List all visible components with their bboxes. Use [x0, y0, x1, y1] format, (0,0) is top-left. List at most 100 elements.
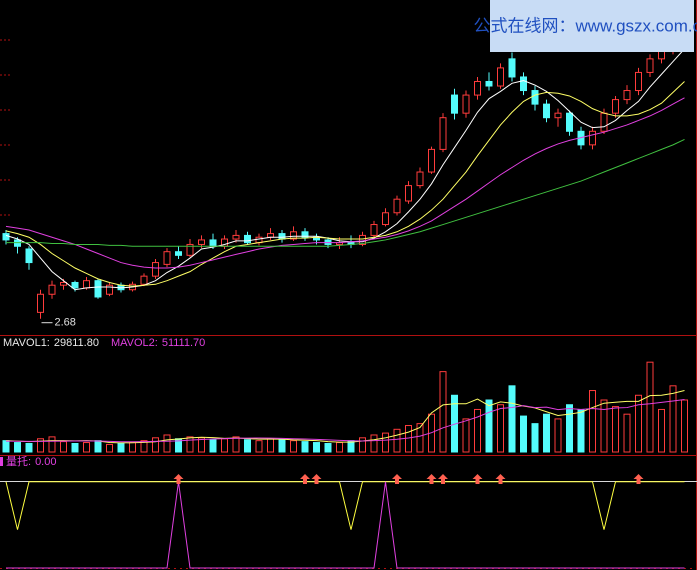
line	[5, 97, 685, 269]
volume-bar	[554, 418, 562, 453]
volume-bar	[359, 437, 366, 453]
signal-arrow	[633, 474, 644, 484]
volume-bar	[255, 440, 263, 453]
candle-body	[48, 284, 56, 295]
candle-body	[209, 239, 217, 247]
line	[5, 81, 685, 287]
candle-body	[497, 67, 504, 87]
volume-bar	[669, 385, 677, 453]
candle-body	[405, 185, 412, 202]
candle-body	[531, 90, 539, 105]
indicator-title: 量托:	[6, 454, 31, 468]
volume-bar	[577, 408, 585, 453]
volume-bar	[508, 385, 516, 453]
legend-value: 29811.80	[54, 337, 99, 349]
candle-body	[439, 117, 447, 150]
candle-body	[646, 58, 654, 73]
volume-bar	[209, 439, 217, 453]
volume-bar	[416, 423, 424, 453]
volume-bar	[393, 428, 401, 453]
candle-body	[2, 233, 10, 241]
volume-bar	[370, 434, 378, 453]
candle-body	[589, 130, 596, 146]
signal-arrow	[300, 474, 310, 484]
volume-bar	[152, 437, 159, 453]
volume-bar	[543, 413, 550, 453]
candle-body	[232, 234, 240, 240]
signal-arrow	[392, 474, 402, 484]
volume-bar	[94, 440, 102, 453]
candle-body	[428, 148, 435, 173]
volume-bar	[2, 440, 10, 453]
candle-body	[37, 293, 44, 313]
candle-body	[543, 103, 550, 119]
volume-bar	[462, 418, 470, 453]
candle-body	[566, 112, 573, 132]
candle-body	[140, 275, 148, 285]
candle-body	[25, 248, 33, 264]
volume-bar	[497, 404, 504, 453]
line	[5, 48, 685, 291]
volume-bar	[60, 441, 67, 453]
volume-bar	[14, 442, 21, 453]
legend-name: MAVOL2:	[111, 337, 158, 349]
volume-bar	[163, 434, 171, 453]
candle-body	[393, 198, 401, 214]
volume-bar	[612, 406, 619, 453]
volume-bar	[221, 438, 228, 453]
candle-body	[83, 280, 90, 289]
line	[5, 399, 685, 443]
signal-arrow	[311, 474, 322, 484]
volume-bar	[186, 436, 194, 453]
volume-bar	[198, 437, 205, 453]
low-label: 2.68	[55, 317, 76, 329]
candle-body	[198, 239, 205, 245]
volume-bar	[681, 399, 688, 453]
volume-bar	[267, 438, 274, 453]
candle-body	[301, 231, 309, 238]
line	[6, 138, 685, 247]
volume-bar	[48, 436, 56, 453]
volume-bar	[232, 436, 240, 453]
candle-body	[485, 80, 493, 87]
volume-bar	[520, 415, 527, 453]
candle-body	[278, 233, 286, 240]
volume-bar	[117, 442, 125, 453]
volume-bar	[382, 432, 389, 453]
signal-arrow	[426, 474, 437, 484]
volume-bar	[566, 404, 573, 453]
candle-body	[163, 251, 171, 265]
candle-body	[635, 71, 642, 92]
candle-body	[554, 112, 562, 119]
watermark-box	[490, 0, 694, 52]
candle-body	[612, 99, 619, 114]
volume-bar	[301, 441, 309, 453]
candle-body	[508, 58, 516, 78]
signal-arrow	[472, 474, 483, 484]
candle-body	[186, 243, 194, 256]
candle-body	[244, 234, 251, 244]
volume-bar	[474, 408, 481, 453]
candle-body	[382, 212, 389, 226]
line	[5, 481, 685, 530]
watermark: 公式在线网：www.gszx.com.cn	[473, 16, 697, 35]
volume-bar	[313, 442, 320, 453]
candle-body	[370, 224, 378, 236]
volume-bar	[290, 440, 297, 453]
volume-bar	[485, 399, 493, 453]
volume-bar	[83, 442, 90, 453]
candle-body	[416, 171, 424, 187]
signal-arrow	[173, 474, 184, 484]
candle-body	[451, 94, 458, 114]
volume-bar	[71, 442, 79, 453]
candle-body	[600, 112, 608, 132]
volume-bar	[439, 371, 447, 453]
candle-body	[623, 90, 631, 101]
signal-arrow	[495, 474, 506, 484]
candle-body	[60, 281, 67, 286]
volume-bar	[129, 442, 136, 453]
volume-bar	[646, 361, 654, 453]
candle-body	[520, 76, 527, 92]
